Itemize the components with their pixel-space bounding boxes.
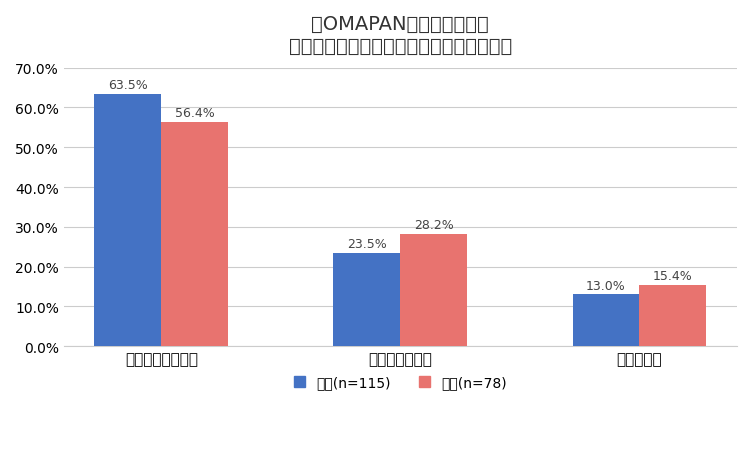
Text: 23.5%: 23.5% bbox=[347, 237, 387, 250]
Title: 「OMAPAN」を穿いたら、
外出時の心境に変化はあると思いますか？: 「OMAPAN」を穿いたら、 外出時の心境に変化はあると思いますか？ bbox=[289, 15, 512, 56]
Bar bbox=[400, 235, 467, 346]
Text: 63.5%: 63.5% bbox=[108, 78, 147, 92]
Legend: 男性(n=115), 女性(n=78): 男性(n=115), 女性(n=78) bbox=[289, 370, 512, 395]
Text: 56.4%: 56.4% bbox=[175, 107, 214, 120]
Bar bbox=[639, 285, 706, 346]
Text: 15.4%: 15.4% bbox=[653, 270, 693, 282]
Bar bbox=[572, 295, 639, 346]
Bar bbox=[94, 94, 161, 346]
Bar bbox=[333, 253, 400, 346]
Bar bbox=[161, 123, 228, 346]
Text: 13.0%: 13.0% bbox=[586, 279, 626, 292]
Text: 28.2%: 28.2% bbox=[414, 219, 453, 232]
